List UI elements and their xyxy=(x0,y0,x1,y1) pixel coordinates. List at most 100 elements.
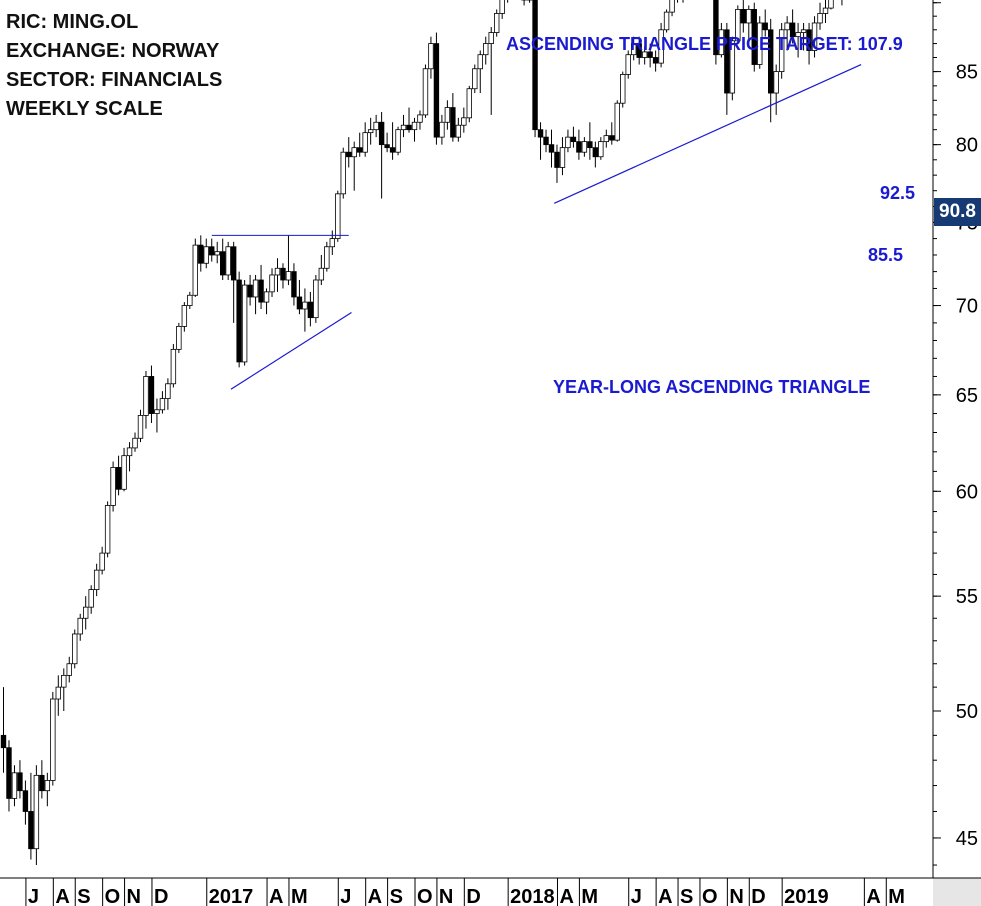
candle xyxy=(302,288,308,332)
candle-body xyxy=(609,135,615,141)
candle xyxy=(121,447,127,492)
candle-body xyxy=(252,279,259,298)
candle xyxy=(143,370,149,429)
candle xyxy=(507,0,509,3)
candle-body xyxy=(439,121,445,138)
candle xyxy=(318,254,325,286)
candle xyxy=(137,409,144,443)
triangle-annotation: YEAR-LONG ASCENDING TRIANGLE xyxy=(553,377,871,397)
candle-body xyxy=(784,22,790,31)
candle xyxy=(395,126,401,156)
candle xyxy=(592,141,599,168)
candle-body xyxy=(636,43,642,58)
candle xyxy=(55,675,61,716)
candle-body xyxy=(724,29,730,94)
candle xyxy=(652,50,659,72)
x-tick-label: 2017 xyxy=(209,886,254,906)
support-line xyxy=(553,63,862,204)
candle-body xyxy=(652,57,659,64)
candle xyxy=(746,5,752,44)
x-tick-label: S xyxy=(390,886,403,906)
candle-body xyxy=(778,29,785,72)
x-tick-label: S xyxy=(77,886,90,906)
candle-body xyxy=(718,29,725,56)
candle xyxy=(362,122,368,157)
candle-body xyxy=(99,552,105,571)
candle-body xyxy=(740,9,746,24)
y-tick-label: 55 xyxy=(956,586,978,608)
candle xyxy=(22,780,29,825)
candle-body xyxy=(203,246,209,264)
candle xyxy=(72,629,78,669)
candle-body xyxy=(389,147,396,153)
x-tick-label: J xyxy=(28,886,39,906)
y-tick-label: 80 xyxy=(956,135,978,157)
candle-body xyxy=(170,348,177,385)
candle-body xyxy=(800,29,807,33)
candle-body xyxy=(444,107,451,123)
candle-body xyxy=(669,0,675,13)
candle xyxy=(778,22,785,79)
candle-body xyxy=(0,734,7,749)
candle xyxy=(280,263,286,289)
candle xyxy=(789,9,796,44)
candle xyxy=(784,16,790,51)
x-tick-label: N xyxy=(729,886,743,906)
candle-body xyxy=(581,141,588,153)
candle-body xyxy=(406,124,412,131)
candle-body xyxy=(587,141,593,149)
candle xyxy=(822,0,829,23)
candle-body xyxy=(44,780,51,792)
candle-body xyxy=(729,40,736,94)
candle xyxy=(603,129,609,148)
candle xyxy=(439,114,445,145)
candle-body xyxy=(126,447,133,457)
candle-body xyxy=(499,0,505,14)
candle-body xyxy=(713,0,719,56)
x-tick-label: A xyxy=(866,886,880,906)
candle xyxy=(0,687,7,773)
candle-body xyxy=(302,301,308,310)
y-tick-label: 85 xyxy=(956,62,978,84)
candle-body xyxy=(93,569,100,590)
candle xyxy=(483,36,489,65)
candle xyxy=(214,241,220,264)
candle xyxy=(751,2,757,72)
candle xyxy=(351,141,357,191)
candle xyxy=(411,117,418,142)
candle-body xyxy=(461,117,467,126)
ric-label: RIC: MING.OL xyxy=(6,11,139,33)
candle xyxy=(378,111,385,199)
candle-body xyxy=(263,291,270,303)
candle xyxy=(817,2,823,30)
candle-body xyxy=(663,11,670,31)
x-tick-label: O xyxy=(417,886,433,906)
x-tick-label: A xyxy=(368,886,382,906)
candle-body xyxy=(176,325,182,350)
candle-body xyxy=(658,29,664,64)
candle xyxy=(373,114,379,138)
candle-body xyxy=(757,22,763,65)
candle xyxy=(307,291,314,327)
candle xyxy=(159,391,166,414)
candle xyxy=(841,0,843,6)
candle xyxy=(252,274,259,315)
candle-body xyxy=(625,54,631,75)
y-tick-label: 45 xyxy=(956,828,978,850)
candle-body xyxy=(532,0,538,131)
candle-body xyxy=(28,811,34,850)
candle-body xyxy=(66,663,72,676)
candle-body xyxy=(165,383,171,399)
candle-body xyxy=(768,29,774,94)
candle-body xyxy=(258,279,264,303)
candle-body xyxy=(811,22,818,51)
candle-body xyxy=(576,141,582,153)
candle xyxy=(466,85,472,123)
candle xyxy=(658,22,664,68)
candle-body xyxy=(88,589,94,608)
y-tick-label: 65 xyxy=(956,385,978,407)
x-tick-label: 2018 xyxy=(510,886,555,906)
candle-body xyxy=(291,271,297,298)
x-tick-label: O xyxy=(105,886,121,906)
candle-body xyxy=(378,121,385,146)
